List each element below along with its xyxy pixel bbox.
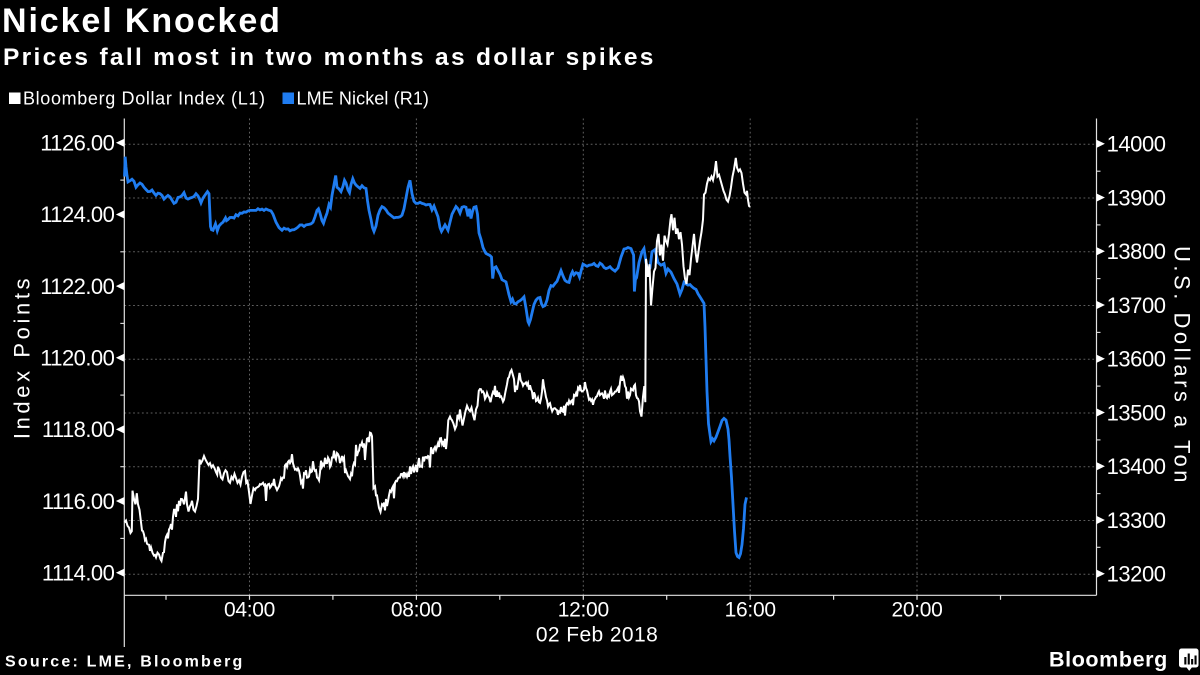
- svg-text:Source: LME, Bloomberg: Source: LME, Bloomberg: [5, 654, 245, 671]
- svg-text:1120.00: 1120.00: [40, 345, 114, 370]
- svg-text:13400: 13400: [1107, 454, 1166, 479]
- svg-text:Nickel Knocked: Nickel Knocked: [2, 2, 282, 40]
- svg-text:02 Feb 2018: 02 Feb 2018: [536, 624, 658, 647]
- svg-text:1116.00: 1116.00: [42, 489, 115, 514]
- svg-text:04:00: 04:00: [224, 599, 275, 622]
- svg-text:Index Points: Index Points: [10, 275, 35, 439]
- svg-text:16:00: 16:00: [725, 599, 776, 622]
- svg-text:13700: 13700: [1107, 293, 1166, 318]
- svg-text:1122.00: 1122.00: [40, 274, 114, 299]
- svg-text:12:00: 12:00: [558, 599, 609, 622]
- svg-text:Bloomberg: Bloomberg: [1049, 648, 1168, 672]
- svg-text:1124.00: 1124.00: [40, 202, 114, 227]
- svg-text:1126.00: 1126.00: [40, 131, 114, 156]
- svg-text:13600: 13600: [1107, 347, 1166, 372]
- svg-text:13300: 13300: [1107, 508, 1166, 533]
- svg-text:13900: 13900: [1107, 185, 1166, 210]
- svg-text:1114.00: 1114.00: [42, 560, 115, 585]
- svg-text:13500: 13500: [1107, 400, 1166, 425]
- svg-text:U.S. Dollars a Ton: U.S. Dollars a Ton: [1170, 246, 1195, 486]
- svg-text:Prices fall most in two months: Prices fall most in two months as dollar…: [3, 44, 656, 71]
- svg-text:20:00: 20:00: [891, 599, 942, 622]
- svg-text:14000: 14000: [1107, 132, 1166, 157]
- svg-text:08:00: 08:00: [391, 599, 442, 622]
- svg-text:13200: 13200: [1107, 562, 1166, 587]
- svg-text:1118.00: 1118.00: [42, 417, 115, 442]
- svg-text:Bloomberg Dollar Index (L1): Bloomberg Dollar Index (L1): [23, 88, 266, 108]
- svg-text:13800: 13800: [1107, 239, 1166, 264]
- svg-text:LME Nickel (R1): LME Nickel (R1): [297, 88, 430, 108]
